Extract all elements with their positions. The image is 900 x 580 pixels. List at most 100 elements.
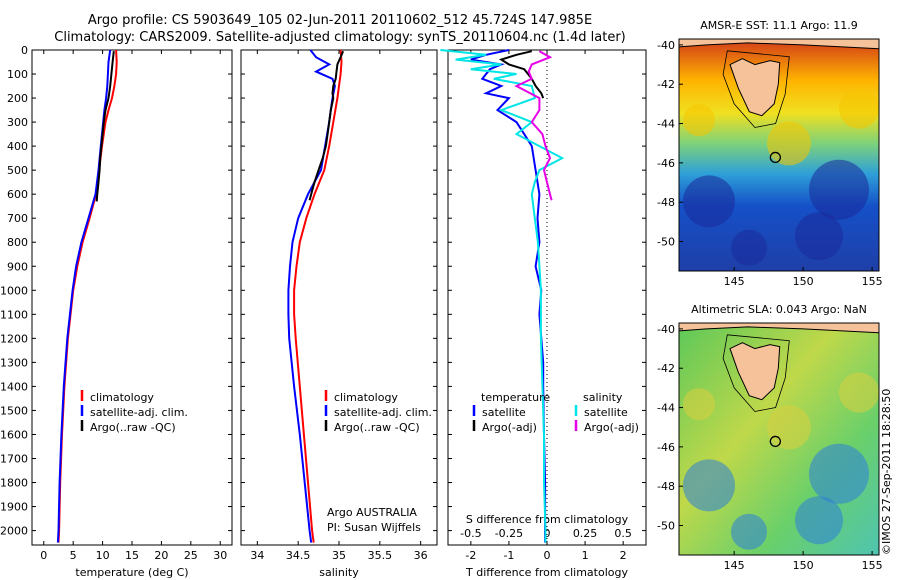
depth-tick-label: 2000: [0, 525, 28, 538]
depth-tick-label: 800: [7, 236, 28, 249]
x-axis-label: T difference from climatology: [465, 566, 628, 579]
map-frame: [678, 322, 880, 556]
x-tick-label: 0: [40, 549, 47, 562]
legend-label: satellite: [482, 406, 526, 419]
legend-label: Argo(..raw -QC): [90, 421, 176, 434]
legend-label: Argo(-adj): [482, 421, 537, 434]
legend-label: satellite: [584, 406, 628, 419]
map-patch: [795, 212, 843, 261]
s-tick-label: 0.25: [573, 527, 598, 540]
legend-heading: temperature: [481, 391, 550, 404]
institution-label: Argo AUSTRALIA: [327, 506, 417, 519]
legend-heading: salinity: [583, 391, 623, 404]
map-patch: [683, 388, 715, 421]
argo-location-marker: [769, 151, 781, 164]
x-tick-label: -2: [465, 549, 476, 562]
lat-tick-label: -48: [657, 196, 675, 209]
landmass-tasmania: [729, 342, 781, 401]
depth-tick-label: 1000: [0, 284, 28, 297]
x-axis-label: temperature (deg C): [75, 566, 188, 579]
lon-tick-label: 145: [724, 275, 745, 288]
map-patch: [683, 459, 735, 512]
legend-label: satellite-adj. clim.: [334, 406, 432, 419]
depth-tick-label: 900: [7, 260, 28, 273]
pi-label: PI: Susan Wijffels: [327, 521, 421, 534]
depth-tick-label: 1500: [0, 404, 28, 417]
depth-tick-label: 200: [7, 92, 28, 105]
legend-label: satellite-adj. clim.: [90, 406, 188, 419]
chart-title-line1: Argo profile: CS 5903649_105 02-Jun-2011…: [87, 13, 593, 28]
x-tick-label: -1: [503, 549, 514, 562]
lat-tick-label: -46: [657, 441, 675, 454]
depth-tick-label: 1700: [0, 452, 28, 465]
landmass-mainland: [679, 39, 879, 50]
lon-tick-label: 150: [793, 275, 814, 288]
legend-label: Argo(-adj): [584, 421, 639, 434]
lon-tick-label: 155: [862, 275, 883, 288]
depth-tick-label: 1900: [0, 501, 28, 514]
s-tick-label: 0: [544, 527, 551, 540]
x-tick-label: 36: [414, 549, 428, 562]
map-title: AMSR-E SST: 11.1 Argo: 11.9: [700, 19, 858, 32]
depth-tick-label: 300: [7, 116, 28, 129]
landmass-tasmania: [729, 58, 781, 117]
depth-tick-label: 1400: [0, 380, 28, 393]
bathymetry-contour: [722, 50, 790, 128]
map-patch: [767, 405, 811, 450]
x-axis-label: salinity: [319, 566, 359, 579]
lat-tick-label: -42: [657, 362, 675, 375]
map-patch: [809, 443, 869, 504]
depth-tick-label: 100: [7, 68, 28, 81]
x-tick-label: 35.5: [368, 549, 393, 562]
s-tick-label: -0.25: [495, 527, 523, 540]
depth-tick-label: 0: [21, 44, 28, 57]
lat-tick-label: -48: [657, 480, 675, 493]
s-tick-label: 0.5: [614, 527, 632, 540]
x-tick-label: 0: [544, 549, 551, 562]
map-area: [679, 323, 879, 555]
map-patch: [731, 513, 767, 550]
map-patch: [839, 372, 879, 413]
x-tick-label: 34.5: [286, 549, 311, 562]
depth-tick-label: 700: [7, 212, 28, 225]
lat-tick-label: -40: [657, 39, 675, 52]
lat-tick-label: -40: [657, 323, 675, 336]
lat-tick-label: -44: [657, 118, 675, 131]
series-line-climatology: [293, 49, 343, 543]
lon-tick-label: 145: [724, 559, 745, 572]
series-line-satellite-adj--clim-: [287, 49, 336, 543]
chart-title-line2: Climatology: CARS2009. Satellite-adjuste…: [54, 30, 626, 45]
series-line-satellite-adj--clim-: [56, 49, 112, 543]
s-tick-label: -0.5: [460, 527, 481, 540]
x-tick-label: 2: [620, 549, 627, 562]
bathymetry-contour: [722, 334, 790, 412]
lat-tick-label: -46: [657, 157, 675, 170]
series-line-argo---raw--qc-: [95, 51, 115, 202]
map-patch: [809, 159, 869, 220]
legend-label: climatology: [334, 391, 398, 404]
series-line-argo---raw--qc-: [308, 50, 345, 201]
x-tick-label: 25: [184, 549, 198, 562]
s-axis-label: S difference from climatology: [466, 513, 629, 526]
map-area: [679, 39, 879, 271]
legend-label: climatology: [90, 391, 154, 404]
depth-tick-label: 1100: [0, 308, 28, 321]
x-tick-label: 35: [332, 549, 346, 562]
lat-tick-label: -50: [657, 520, 675, 533]
depth-tick-label: 600: [7, 188, 28, 201]
depth-tick-label: 1300: [0, 356, 28, 369]
plot-frame: [240, 49, 438, 546]
map-patch: [731, 229, 767, 266]
depth-tick-label: 500: [7, 164, 28, 177]
x-tick-label: 5: [70, 549, 77, 562]
landmass-mainland: [679, 323, 879, 334]
lat-tick-label: -44: [657, 402, 675, 415]
map-title: Altimetric SLA: 0.043 Argo: NaN: [691, 303, 867, 316]
depth-tick-label: 1800: [0, 477, 28, 490]
map-patch: [795, 496, 843, 545]
series-line-diff-1: [498, 50, 545, 99]
x-tick-label: 15: [125, 549, 139, 562]
x-tick-label: 34: [250, 549, 264, 562]
series-line-diff-3: [514, 50, 553, 201]
